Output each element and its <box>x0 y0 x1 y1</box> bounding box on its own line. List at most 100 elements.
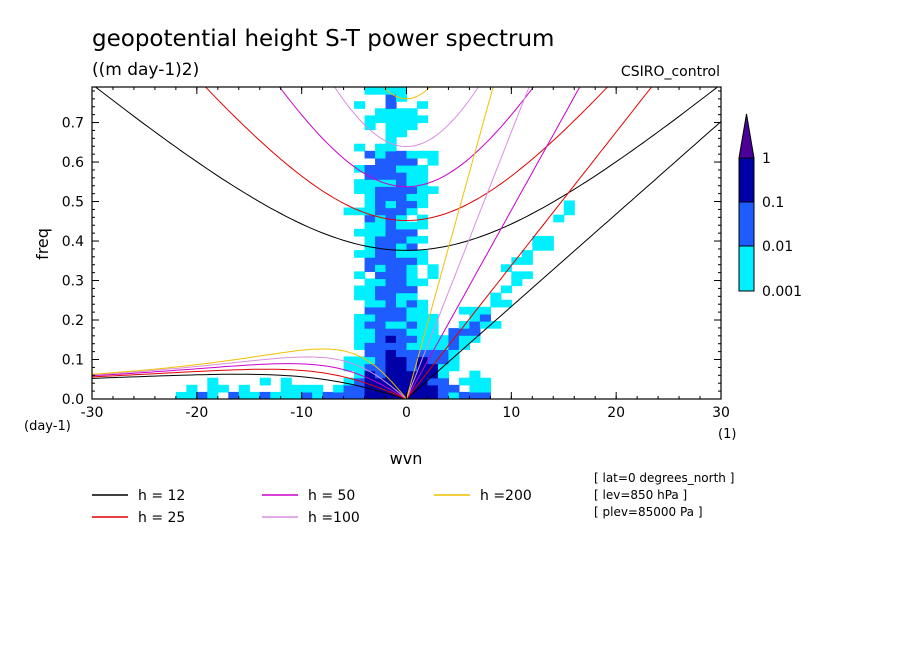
heatmap-cell <box>364 377 376 386</box>
x-unit-label: (1) <box>718 427 736 442</box>
heatmap-cell <box>406 335 418 343</box>
heatmap-cell <box>354 328 366 336</box>
heatmap-cell <box>385 370 397 379</box>
heatmap-cell <box>186 391 198 399</box>
heatmap-cell <box>375 235 387 244</box>
heatmap-cell <box>396 122 408 131</box>
heatmap-cell <box>396 313 408 322</box>
heatmap-cell <box>448 391 460 399</box>
heatmap-cell <box>427 271 439 280</box>
kelvin-curve <box>406 121 721 399</box>
heatmap-cell <box>396 150 408 159</box>
heatmap-cell <box>427 264 439 272</box>
heatmap-cell <box>364 342 376 350</box>
heatmap-cell <box>364 313 376 322</box>
heatmap-cell <box>396 207 408 216</box>
heatmap-cell <box>406 122 418 131</box>
heatmap-cell <box>406 172 418 180</box>
y-axis-label: freq <box>33 228 52 260</box>
heatmap-cell <box>396 186 408 194</box>
colorbar-label: 0.1 <box>762 195 784 211</box>
heatmap-cell <box>385 228 397 237</box>
heatmap-cell <box>458 306 470 315</box>
heatmap-cell <box>396 328 408 336</box>
heatmap-cell <box>416 335 429 343</box>
rossby-curve <box>92 368 407 399</box>
heatmap-cell <box>364 278 376 287</box>
heatmap-cell <box>500 299 512 308</box>
heatmap-cell <box>416 313 429 322</box>
heatmap-cell <box>396 257 408 265</box>
colorbar-label: 0.01 <box>762 239 793 255</box>
heatmap-cell <box>354 179 366 187</box>
rossby-curve <box>92 363 407 399</box>
heatmap-cell <box>385 94 397 102</box>
heatmap-cell <box>427 157 439 166</box>
heatmap-cell <box>396 250 408 258</box>
heatmap-cell <box>364 321 376 329</box>
heatmap-cell <box>437 349 450 358</box>
heatmap-cell <box>354 186 366 194</box>
heatmap-cell <box>563 200 575 209</box>
heatmap-cell <box>406 292 418 301</box>
heatmap-cell <box>354 271 366 280</box>
x-tick-label: 10 <box>502 405 520 421</box>
heatmap-cell <box>364 150 376 159</box>
heatmap-cell <box>406 313 418 322</box>
heatmap-cell <box>207 391 219 399</box>
heatmap-cell <box>396 129 408 138</box>
colorbar-swatch <box>738 245 755 292</box>
heatmap-cell <box>406 356 418 365</box>
heatmap-cell <box>437 356 450 365</box>
heatmap-cell <box>301 384 313 393</box>
heatmap-cell <box>385 243 397 251</box>
heatmap-cell <box>396 235 408 244</box>
heatmap-cell <box>396 377 408 386</box>
heatmap-cell <box>396 321 408 329</box>
heatmap-cell <box>375 186 387 194</box>
heatmap-cell <box>396 200 408 209</box>
heatmap-cell <box>364 335 376 343</box>
heatmap-cell <box>375 150 387 159</box>
heatmap-cell <box>385 328 397 336</box>
heatmap-cell <box>396 299 408 308</box>
heatmap-cell <box>416 235 429 244</box>
heatmap-cell <box>406 342 418 350</box>
metadata-block: [ lat=0 degrees_north ] [ lev=850 hPa ] [ … <box>594 471 734 519</box>
heatmap-cell <box>249 391 261 399</box>
heatmap-cell <box>427 391 439 399</box>
heatmap-cell <box>553 214 565 223</box>
heatmap-cell <box>375 321 387 329</box>
heatmap-cell <box>416 101 429 109</box>
heatmap-cell <box>406 377 418 386</box>
heatmap-cell <box>385 122 397 131</box>
heatmap-cell <box>416 172 429 180</box>
heatmap-cell <box>416 363 429 372</box>
heatmap-cell <box>490 292 502 301</box>
heatmap-cell <box>396 108 408 116</box>
heatmap-cell <box>385 264 397 272</box>
x-tick-label: 30 <box>712 405 730 421</box>
heatmap-cell <box>354 101 366 109</box>
heatmap-cell <box>228 391 240 399</box>
heatmap-cell <box>385 207 397 216</box>
heatmap-cell <box>416 186 429 194</box>
heatmap-cell <box>416 299 429 308</box>
heatmap-cell <box>333 384 345 393</box>
heatmap-cell <box>364 115 376 124</box>
heatmap-cell <box>521 271 533 280</box>
kelvin-curve <box>406 87 530 399</box>
heatmap-cell <box>521 250 533 258</box>
heatmap-cell <box>364 299 376 308</box>
heatmap-cell <box>542 243 554 251</box>
heatmap-cell <box>437 363 450 372</box>
heatmap-cell <box>458 335 470 343</box>
heatmap-cell <box>385 214 397 223</box>
heatmap-cell <box>406 285 418 294</box>
heatmap-cell <box>416 342 429 350</box>
heatmap-cell <box>416 165 429 173</box>
heatmap-cell <box>542 235 554 244</box>
colorbar: 1 0.1 0.01 0.001 <box>738 113 802 300</box>
heatmap-cell <box>375 228 387 237</box>
heatmap-cell <box>375 335 387 343</box>
